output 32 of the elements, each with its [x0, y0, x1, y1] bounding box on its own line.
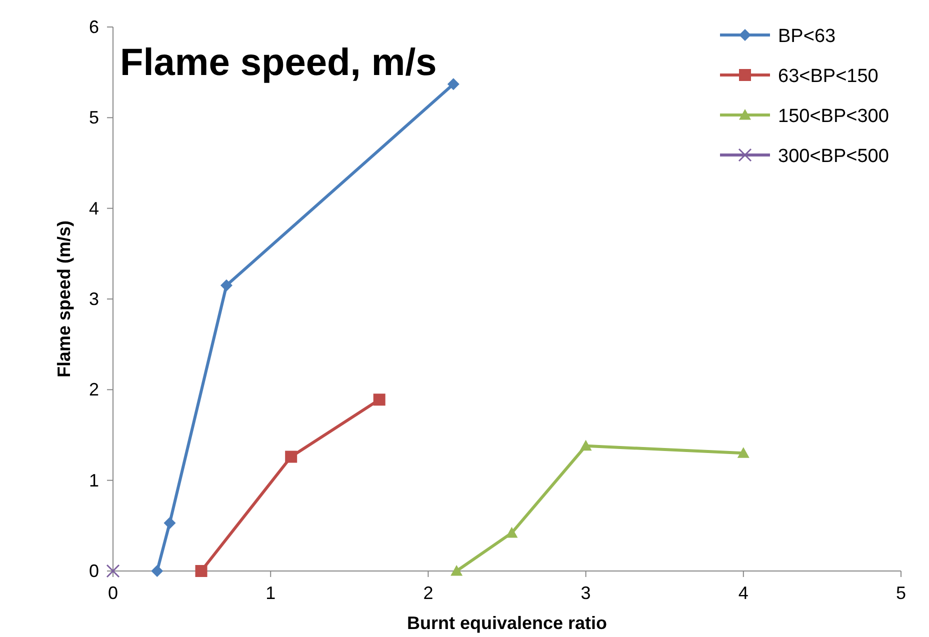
- x-tick-label: 1: [266, 583, 276, 603]
- legend-label: BP<63: [778, 26, 836, 47]
- legend-label: 63<BP<150: [778, 66, 878, 87]
- point: [220, 279, 232, 292]
- legend-label: 300<BP<500: [778, 146, 889, 167]
- x-tick-label: 3: [580, 583, 591, 603]
- x-tick-label: 4: [738, 583, 748, 603]
- y-tick-label: 1: [88, 470, 99, 490]
- point: [580, 440, 592, 451]
- legend-label: 150<BP<300: [778, 106, 889, 127]
- x-axis-title: Burnt equivalence ratio: [406, 613, 608, 633]
- point: [450, 565, 463, 576]
- x-tick-label: 0: [108, 583, 118, 603]
- y-axis-title: Flame speed (m/s): [54, 220, 74, 378]
- y-tick-label: 3: [88, 289, 99, 309]
- y-tick-label: 0: [88, 561, 99, 581]
- point: [447, 78, 460, 90]
- x-tick-label: 5: [896, 583, 906, 603]
- point: [285, 450, 298, 463]
- point: [737, 447, 750, 458]
- x-tick-label: 2: [423, 583, 434, 603]
- point: [506, 526, 518, 538]
- y-tick-label: 2: [88, 380, 99, 400]
- point: [195, 565, 208, 577]
- y-tick-label: 6: [88, 17, 99, 37]
- y-tick-label: 5: [88, 108, 99, 128]
- point: [164, 516, 176, 529]
- y-tick-label: 4: [88, 198, 99, 218]
- point: [106, 564, 120, 578]
- point: [151, 565, 164, 577]
- chart-title: Flame speed, m/s: [120, 42, 437, 84]
- point: [373, 394, 386, 406]
